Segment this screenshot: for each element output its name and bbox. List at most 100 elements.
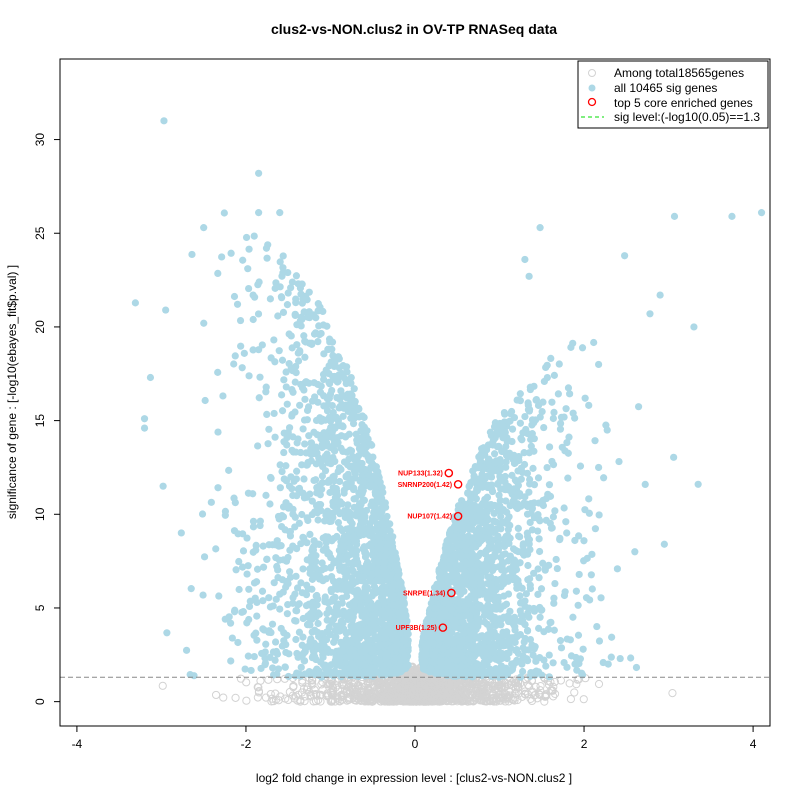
sig-point: [521, 646, 529, 654]
sig-point: [383, 512, 391, 521]
sig-point: [473, 574, 481, 582]
sig-point: [199, 591, 207, 599]
sig-point: [321, 635, 330, 643]
sig-point: [534, 565, 542, 573]
sig-point: [342, 363, 350, 371]
sig-point: [549, 414, 557, 423]
sig-point: [534, 474, 543, 482]
sig-point: [278, 407, 287, 415]
sig-point: [241, 665, 249, 673]
sig-point: [342, 525, 351, 533]
sig-point: [316, 491, 324, 499]
sig-point: [461, 500, 469, 508]
sig-point: [281, 663, 289, 671]
sig-point: [520, 449, 528, 457]
sig-point: [298, 510, 306, 519]
sig-point: [238, 364, 246, 372]
nonsig-point: [565, 679, 574, 688]
sig-point: [282, 383, 290, 391]
nonsig-point: [381, 695, 390, 704]
sig-point: [363, 584, 372, 592]
nonsig-point: [540, 697, 549, 706]
sig-point: [389, 591, 397, 600]
sig-point: [304, 613, 313, 621]
nonsig-point: [500, 695, 509, 704]
sig-point: [383, 588, 391, 596]
nonsig-point: [342, 686, 351, 695]
sig-point: [274, 312, 282, 320]
sig-point: [339, 412, 347, 420]
sig-point: [293, 467, 301, 475]
sig-point: [525, 613, 533, 621]
nonsig-point: [402, 692, 411, 701]
nonsig-point: [242, 678, 251, 687]
sig-point: [259, 563, 268, 571]
sig-point: [302, 602, 311, 610]
sig-point: [238, 608, 246, 616]
sig-point: [516, 419, 524, 427]
sig-point: [307, 439, 316, 447]
sig-point: [352, 430, 360, 438]
sig-point: [278, 391, 286, 399]
sig-point: [556, 425, 565, 433]
sig-point: [314, 338, 322, 346]
sig-point: [255, 346, 263, 354]
sig-point: [556, 536, 564, 544]
sig-point: [244, 489, 253, 497]
sig-point: [588, 550, 596, 558]
sig-point: [477, 501, 485, 510]
sig-point: [505, 649, 513, 657]
sig-point: [271, 541, 280, 549]
sig-point: [472, 543, 480, 551]
nonsig-point: [288, 691, 298, 700]
sig-point: [235, 557, 243, 566]
sig-point: [523, 627, 532, 635]
sig-point: [565, 433, 573, 441]
sig-point: [308, 497, 316, 505]
sig-point: [306, 530, 314, 538]
sig-point: [531, 416, 540, 424]
nonsig-point: [231, 693, 240, 702]
sig-point: [272, 647, 280, 656]
sig-point: [239, 530, 247, 538]
sig-point: [285, 502, 293, 510]
sig-point: [244, 562, 252, 570]
sig-point: [212, 545, 220, 553]
sig-point: [245, 372, 253, 380]
sig-point: [266, 295, 274, 303]
sig-point: [593, 622, 601, 631]
sig-point: [357, 445, 365, 453]
sig-point: [302, 591, 311, 599]
sig-point: [476, 549, 485, 557]
nonsig-point: [158, 681, 167, 690]
sig-point: [254, 310, 263, 318]
nonsig-point: [533, 694, 542, 703]
nonsig-point: [411, 693, 420, 702]
nonsig-point: [411, 684, 420, 693]
sig-point: [353, 454, 361, 462]
sig-point: [342, 480, 350, 489]
sig-point: [305, 288, 313, 296]
sig-point: [553, 564, 561, 573]
sig-point: [280, 637, 288, 645]
sig-point: [280, 448, 288, 457]
nonsig-point: [479, 687, 488, 697]
sig-point: [299, 565, 307, 573]
sig-point: [473, 485, 481, 493]
nonsig-point: [253, 683, 262, 692]
sig-point: [221, 615, 229, 623]
nonsig-point: [481, 692, 490, 701]
sig-point: [519, 618, 527, 626]
sig-point: [476, 603, 484, 611]
sig-point: [535, 535, 543, 543]
sig-point: [215, 592, 223, 600]
sig-point: [627, 654, 635, 662]
sig-point: [239, 256, 247, 264]
sig-point: [277, 522, 286, 531]
nonsig-point: [436, 690, 445, 700]
sig-point: [504, 617, 513, 626]
sig-point: [280, 376, 288, 384]
nonsig-point: [450, 683, 459, 692]
sig-point: [521, 412, 529, 421]
sig-point: [343, 640, 351, 649]
